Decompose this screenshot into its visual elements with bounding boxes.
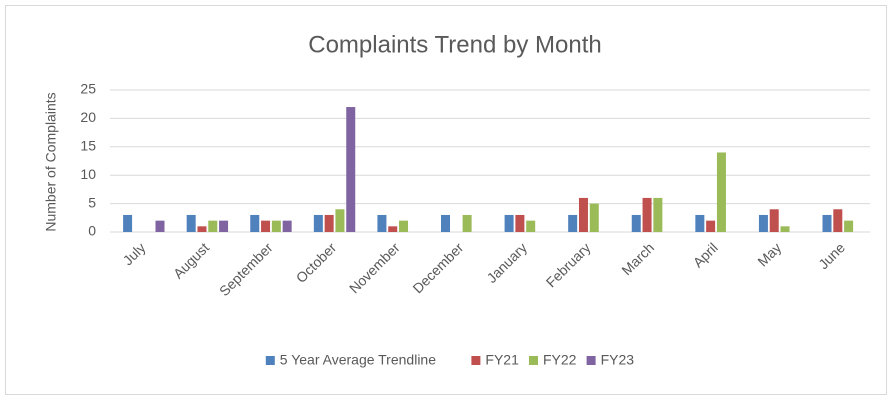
bar — [716, 152, 726, 232]
chart-title: Complaints Trend by Month — [308, 31, 601, 58]
bar — [822, 214, 832, 232]
y-tick-label: 10 — [80, 166, 96, 182]
bar — [462, 214, 472, 232]
legend-label: 5 Year Average Trendline — [280, 352, 436, 368]
bar — [388, 226, 398, 232]
bar — [271, 220, 281, 232]
legend-label: FY21 — [485, 352, 519, 368]
bar — [653, 197, 663, 232]
y-axis-label: Number of Complaints — [43, 92, 59, 231]
bar — [706, 220, 716, 232]
bar — [769, 209, 779, 232]
legend-swatch — [471, 356, 481, 365]
legend-swatch — [529, 356, 538, 365]
y-tick-label: 0 — [88, 223, 96, 239]
bar — [155, 220, 165, 232]
bar — [282, 220, 292, 232]
bar — [313, 214, 323, 232]
y-tick-label: 20 — [80, 109, 96, 125]
bar — [844, 220, 854, 232]
bar — [515, 214, 525, 232]
bar — [123, 214, 133, 232]
bar — [250, 214, 260, 232]
bar — [568, 214, 578, 232]
bar — [324, 214, 334, 232]
y-tick-label: 5 — [88, 194, 96, 210]
bar — [631, 214, 641, 232]
bar — [208, 220, 218, 232]
bar — [695, 214, 705, 232]
bar — [833, 209, 843, 232]
bar — [526, 220, 536, 232]
bar — [186, 214, 196, 232]
bar — [335, 209, 345, 232]
bar — [504, 214, 514, 232]
bar — [261, 220, 271, 232]
bar — [219, 220, 229, 232]
legend-swatch — [265, 356, 275, 365]
bar — [578, 197, 588, 232]
bar — [589, 203, 599, 232]
legend-swatch — [586, 356, 596, 365]
bar — [780, 226, 790, 232]
bar — [377, 214, 387, 232]
legend-label: FY23 — [601, 352, 635, 368]
bar — [758, 214, 768, 232]
bar — [346, 107, 356, 232]
bar — [642, 197, 652, 232]
bar — [441, 214, 451, 232]
bar — [197, 226, 207, 232]
bar — [399, 220, 409, 232]
legend-label: FY22 — [543, 352, 577, 368]
y-tick-label: 25 — [80, 81, 96, 97]
chart-border — [5, 5, 887, 395]
y-tick-label: 15 — [80, 138, 96, 154]
